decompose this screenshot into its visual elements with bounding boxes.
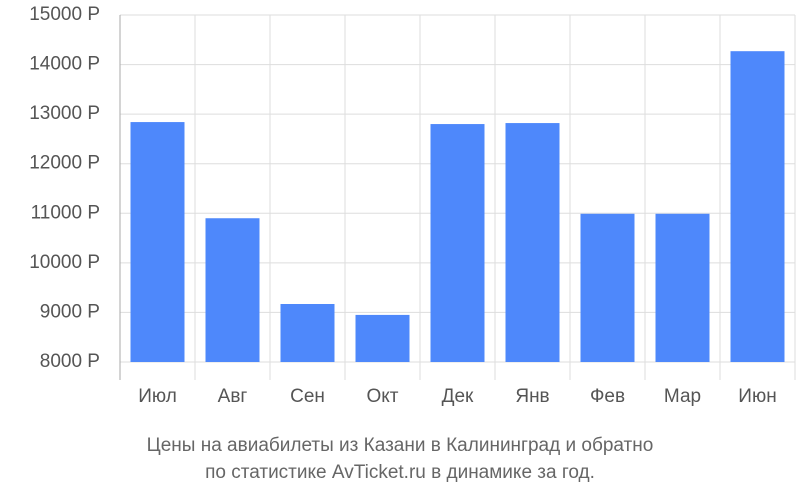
x-tick-label: Сен (290, 386, 325, 407)
y-tick-label: 10000 Р (29, 252, 100, 273)
y-tick-label: 12000 Р (29, 153, 100, 174)
bar (505, 123, 560, 363)
x-tick-label: Дек (442, 386, 474, 407)
bar (430, 124, 485, 362)
bar (655, 213, 710, 362)
x-tick-label: Июл (138, 386, 177, 407)
chart-title: Цены на авиабилеты из Казани в Калинингр… (147, 435, 654, 456)
x-tick-label: Окт (366, 386, 398, 407)
y-tick-label: 15000 Р (29, 4, 100, 25)
y-tick-label: 11000 Р (31, 202, 100, 223)
x-tick-label: Мар (664, 386, 701, 407)
y-tick-label: 9000 Р (40, 301, 100, 322)
bar (580, 213, 635, 362)
bar (280, 304, 335, 362)
x-tick-label: Авг (218, 386, 248, 407)
y-tick-label: 14000 Р (29, 54, 100, 75)
x-tick-label: Фев (590, 386, 625, 407)
bar (205, 218, 260, 362)
bar (355, 314, 410, 362)
bar (730, 51, 785, 363)
bar (130, 122, 185, 363)
x-tick-label: Июн (738, 386, 776, 407)
y-tick-label: 8000 Р (40, 351, 100, 372)
y-tick-label: 13000 Р (29, 103, 100, 124)
chart-subtitle: по статистике AvTicket.ru в динамике за … (205, 462, 595, 483)
x-tick-label: Янв (515, 386, 549, 407)
